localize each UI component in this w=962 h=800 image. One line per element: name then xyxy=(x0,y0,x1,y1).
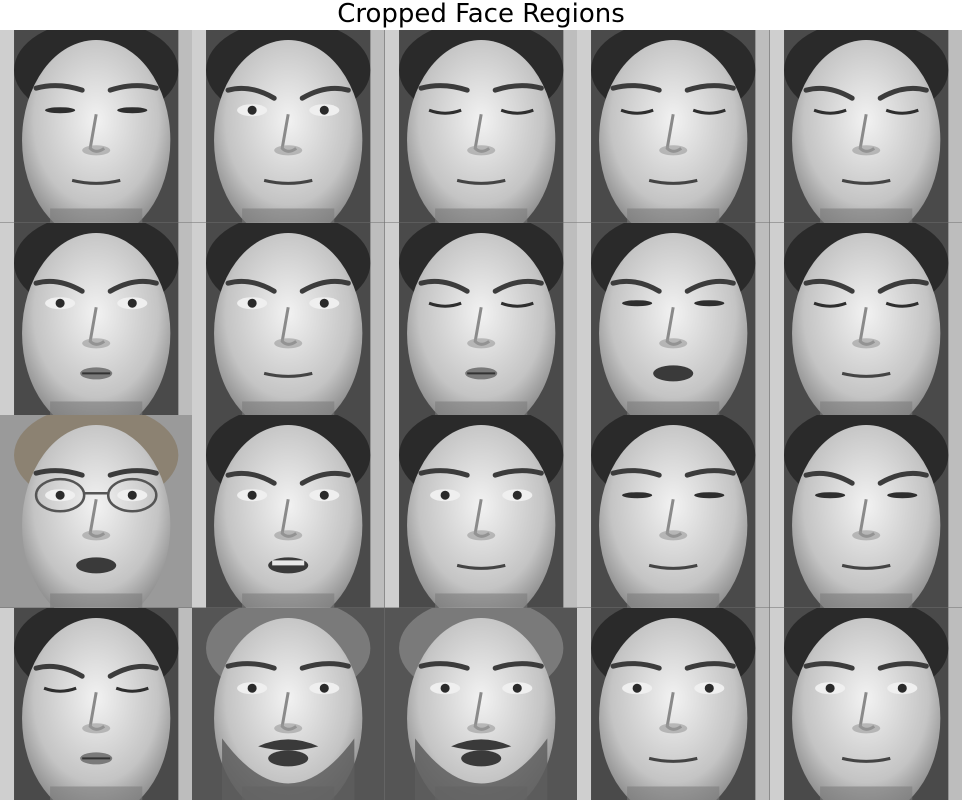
face-crop xyxy=(0,222,193,415)
face-crop xyxy=(384,607,578,800)
face-crop xyxy=(0,607,193,800)
face-crop xyxy=(384,30,578,223)
page-title: Cropped Face Regions xyxy=(337,0,625,29)
face-crop xyxy=(192,30,385,223)
face-crop xyxy=(577,30,770,223)
face-crop xyxy=(577,222,770,415)
face-crop xyxy=(0,30,193,223)
face-crop xyxy=(384,222,578,415)
face-crop xyxy=(384,415,578,608)
face-crop xyxy=(769,30,962,223)
face-crop xyxy=(769,222,962,415)
face-crop xyxy=(577,415,770,608)
face-image-grid xyxy=(0,30,962,800)
face-crop xyxy=(769,607,962,800)
face-crop xyxy=(192,415,385,608)
face-crop xyxy=(769,415,962,608)
face-crop xyxy=(192,607,385,800)
face-crop xyxy=(0,415,193,608)
face-crop xyxy=(192,222,385,415)
face-crop xyxy=(577,607,770,800)
